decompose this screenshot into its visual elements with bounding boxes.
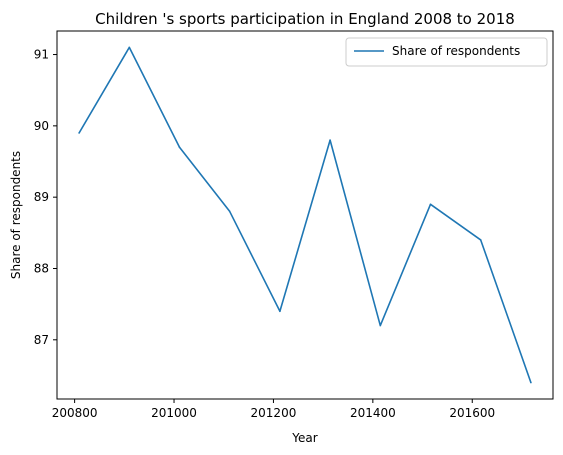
plot-frame (56, 30, 554, 400)
x-tick-label: 201600 (449, 406, 495, 420)
series-line (78, 46, 532, 383)
x-tick-label: 200800 (52, 406, 98, 420)
legend: Share of respondents (345, 37, 548, 67)
data-point (530, 381, 532, 384)
data-point (279, 310, 281, 313)
data-point (228, 210, 231, 213)
x-tick-label: 201200 (251, 406, 297, 420)
data-point (78, 132, 80, 134)
data-point (429, 203, 432, 206)
y-axis-ticks: 87 88 89 90 91 (34, 48, 57, 347)
data-point (329, 139, 331, 141)
y-tick-label: 90 (34, 119, 49, 133)
y-tick-label: 87 (34, 333, 49, 347)
x-axis-label: Year (291, 431, 317, 445)
data-point (178, 146, 181, 149)
plot-area (57, 31, 553, 399)
data-point (379, 324, 382, 327)
y-tick-label: 91 (34, 48, 49, 62)
y-tick-label: 88 (34, 261, 49, 275)
x-tick-label: 201400 (350, 406, 396, 420)
x-axis-ticks: 200800 201000 201200 201400 201600 (52, 399, 495, 420)
legend-box (345, 37, 548, 67)
y-tick-label: 89 (34, 190, 49, 204)
data-point (479, 239, 482, 241)
chart-title: Children 's sports participation in Engl… (95, 10, 515, 28)
y-axis-label: Share of respondents (9, 151, 23, 279)
x-tick-label: 201000 (151, 406, 197, 420)
legend-label: Share of respondents (392, 44, 520, 58)
series-group (78, 46, 532, 384)
data-point (128, 46, 131, 49)
